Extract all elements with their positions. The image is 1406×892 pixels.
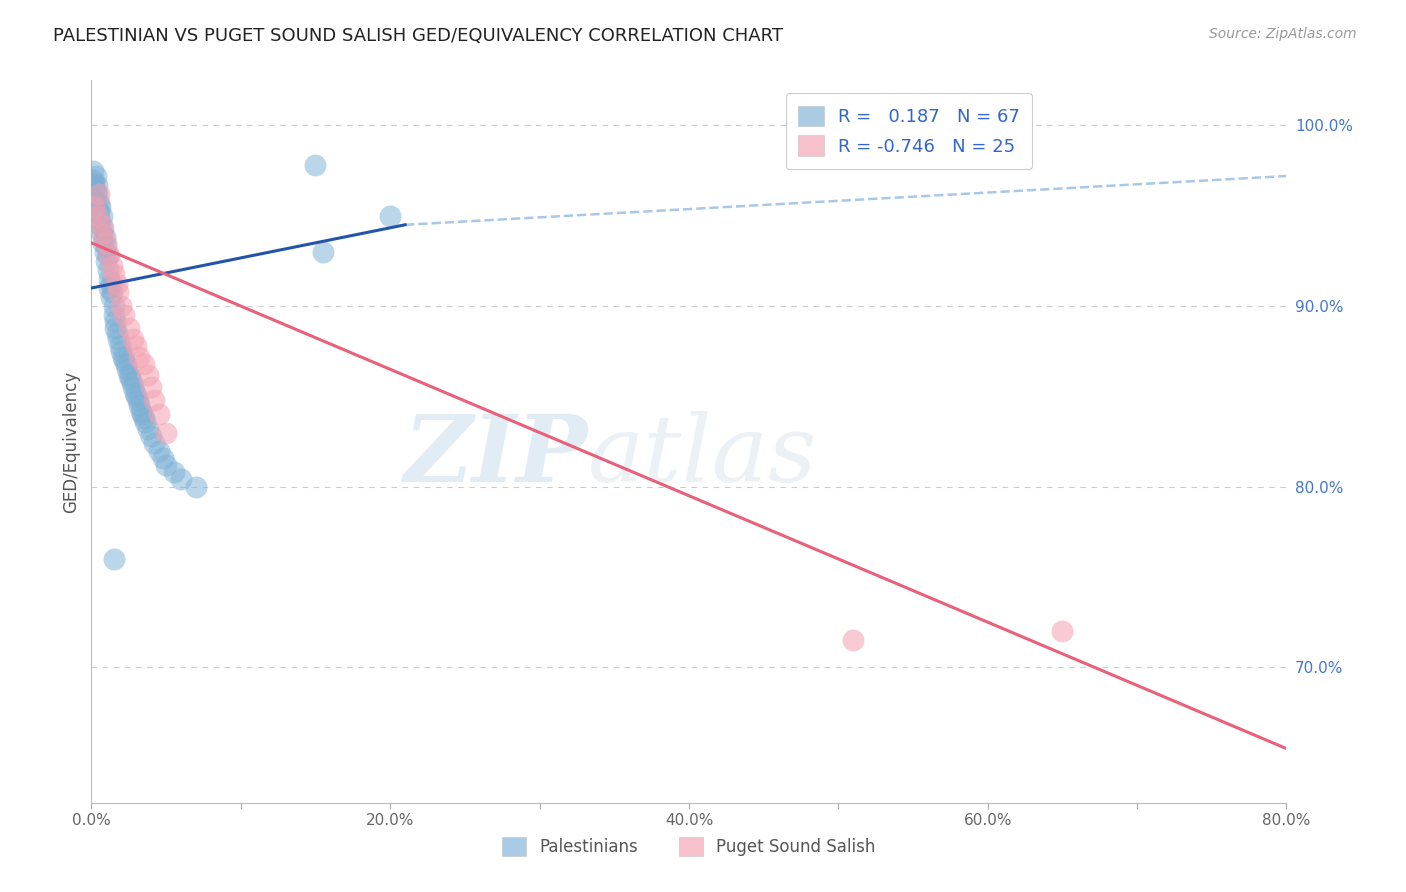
Point bbox=[93, 227, 115, 241]
Point bbox=[84, 194, 107, 209]
Point bbox=[107, 285, 129, 299]
Point bbox=[132, 411, 155, 425]
Point bbox=[125, 389, 148, 403]
Text: atlas: atlas bbox=[588, 411, 817, 501]
Point bbox=[98, 248, 121, 262]
Point bbox=[115, 362, 138, 376]
Y-axis label: GED/Equivalency: GED/Equivalency bbox=[62, 370, 80, 513]
Point bbox=[122, 332, 145, 346]
Point bbox=[90, 209, 112, 223]
Point bbox=[134, 415, 156, 429]
Point bbox=[101, 285, 124, 299]
Point bbox=[104, 313, 127, 327]
Point bbox=[131, 408, 153, 422]
Point bbox=[105, 326, 128, 340]
Point bbox=[125, 339, 148, 353]
Point bbox=[1052, 624, 1074, 639]
Point bbox=[110, 344, 132, 359]
Text: ZIP: ZIP bbox=[404, 411, 588, 501]
Point bbox=[155, 458, 177, 472]
Point bbox=[105, 277, 128, 292]
Point bbox=[141, 380, 163, 394]
Point bbox=[100, 290, 122, 304]
Point bbox=[86, 178, 108, 192]
Point bbox=[108, 339, 131, 353]
Point bbox=[129, 404, 152, 418]
Point bbox=[87, 196, 110, 211]
Point bbox=[184, 480, 207, 494]
Point bbox=[143, 392, 166, 407]
Point bbox=[118, 368, 141, 382]
Point bbox=[152, 450, 174, 465]
Point bbox=[97, 263, 120, 277]
Text: Source: ZipAtlas.com: Source: ZipAtlas.com bbox=[1209, 27, 1357, 41]
Point bbox=[155, 425, 177, 440]
Point bbox=[103, 267, 125, 281]
Point bbox=[103, 552, 125, 566]
Point bbox=[90, 227, 112, 241]
Point bbox=[380, 209, 402, 223]
Point bbox=[86, 187, 108, 202]
Point bbox=[83, 181, 105, 195]
Point bbox=[87, 187, 110, 202]
Point bbox=[98, 281, 121, 295]
Legend: Palestinians, Puget Sound Salish: Palestinians, Puget Sound Salish bbox=[496, 830, 882, 863]
Point bbox=[122, 380, 145, 394]
Point bbox=[96, 239, 118, 253]
Point bbox=[170, 473, 193, 487]
Point bbox=[121, 375, 143, 389]
Point bbox=[114, 357, 136, 371]
Point bbox=[83, 176, 105, 190]
Point bbox=[127, 392, 149, 407]
Point bbox=[96, 235, 118, 250]
Point bbox=[112, 353, 135, 368]
Point bbox=[120, 371, 142, 385]
Point bbox=[86, 209, 108, 223]
Point bbox=[128, 398, 150, 412]
Point bbox=[94, 244, 117, 259]
Point bbox=[82, 163, 104, 178]
Point bbox=[89, 200, 111, 214]
Point bbox=[103, 308, 125, 322]
Point bbox=[97, 248, 120, 262]
Point bbox=[101, 260, 124, 274]
Point bbox=[96, 253, 118, 268]
Point bbox=[90, 218, 112, 232]
Point bbox=[103, 299, 125, 313]
Point bbox=[111, 350, 134, 364]
Point bbox=[842, 633, 865, 648]
Text: PALESTINIAN VS PUGET SOUND SALISH GED/EQUIVALENCY CORRELATION CHART: PALESTINIAN VS PUGET SOUND SALISH GED/EQ… bbox=[53, 27, 783, 45]
Point bbox=[312, 244, 335, 259]
Point bbox=[84, 186, 107, 200]
Point bbox=[104, 320, 127, 334]
Point bbox=[304, 158, 326, 172]
Point bbox=[83, 200, 105, 214]
Point bbox=[132, 357, 155, 371]
Point bbox=[107, 332, 129, 346]
Point bbox=[118, 320, 141, 334]
Point bbox=[100, 277, 122, 292]
Point bbox=[84, 169, 107, 183]
Point bbox=[82, 172, 104, 186]
Point bbox=[162, 465, 184, 479]
Point bbox=[87, 205, 110, 219]
Point bbox=[141, 429, 163, 443]
Point bbox=[93, 235, 115, 250]
Point bbox=[112, 308, 135, 322]
Point bbox=[89, 218, 111, 232]
Point bbox=[143, 436, 166, 450]
Point bbox=[94, 230, 117, 244]
Point bbox=[87, 212, 110, 227]
Point bbox=[124, 385, 146, 400]
Point bbox=[110, 299, 132, 313]
Point bbox=[136, 422, 159, 436]
Point bbox=[98, 272, 121, 286]
Point bbox=[148, 408, 170, 422]
Point bbox=[136, 368, 159, 382]
Point bbox=[128, 350, 150, 364]
Point bbox=[83, 191, 105, 205]
Point bbox=[93, 221, 115, 235]
Point bbox=[148, 443, 170, 458]
